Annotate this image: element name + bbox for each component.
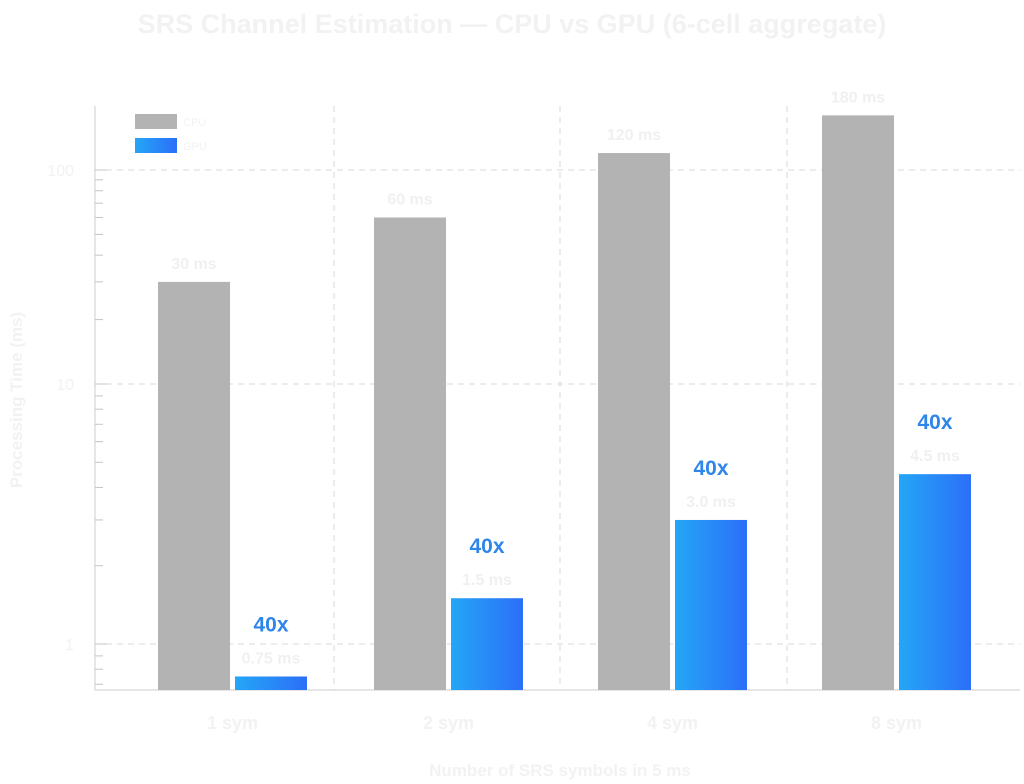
gpu-value-label: 1.5 ms: [462, 572, 512, 589]
chart-title: SRS Channel Estimation — CPU vs GPU (6-c…: [138, 9, 887, 39]
speedup-label: 40x: [693, 457, 728, 480]
legend-label-gpu: GPU: [183, 141, 207, 153]
y-tick-label: 100: [47, 163, 74, 180]
speedup-label: 40x: [917, 411, 952, 434]
bars: [158, 115, 971, 691]
bar-gpu: [899, 474, 971, 690]
x-tick-label: 8 sym: [871, 713, 922, 733]
bar-cpu: [598, 153, 670, 691]
x-axis-label: Number of SRS symbols in 5 ms: [429, 761, 691, 780]
x-tick-label: 4 sym: [647, 713, 698, 733]
y-tick-label: 1: [65, 637, 74, 654]
legend-swatch-cpu: [135, 114, 177, 129]
cpu-value-label: 60 ms: [387, 191, 432, 208]
y-axis-label: Processing Time (ms): [7, 312, 26, 488]
gpu-value-label: 3.0 ms: [686, 494, 736, 511]
speedup-label: 40x: [253, 613, 288, 636]
cpu-value-label: 30 ms: [171, 256, 216, 273]
bar-cpu: [158, 281, 230, 690]
bar-gpu: [675, 519, 747, 690]
legend: CPU GPU: [135, 114, 207, 153]
bar-cpu: [822, 115, 894, 690]
x-tick-label: 1 sym: [207, 713, 258, 733]
legend-label-cpu: CPU: [183, 117, 206, 129]
bar-cpu: [374, 217, 446, 690]
y-tick-label: 10: [56, 377, 74, 394]
bar-gpu: [451, 598, 523, 690]
speedup-label: 40x: [469, 535, 504, 558]
bar-gpu: [235, 676, 307, 690]
legend-swatch-gpu: [135, 138, 177, 153]
labels: 30 ms 0.75 ms 40x 1 sym 60 ms 1.5 ms 40x 2 sym 1…: [171, 89, 960, 733]
cpu-value-label: 180 ms: [831, 89, 885, 106]
gpu-value-label: 0.75 ms: [242, 650, 301, 667]
cpu-value-label: 120 ms: [607, 127, 661, 144]
x-tick-label: 2 sym: [423, 713, 474, 733]
gpu-value-label: 4.5 ms: [910, 448, 960, 465]
